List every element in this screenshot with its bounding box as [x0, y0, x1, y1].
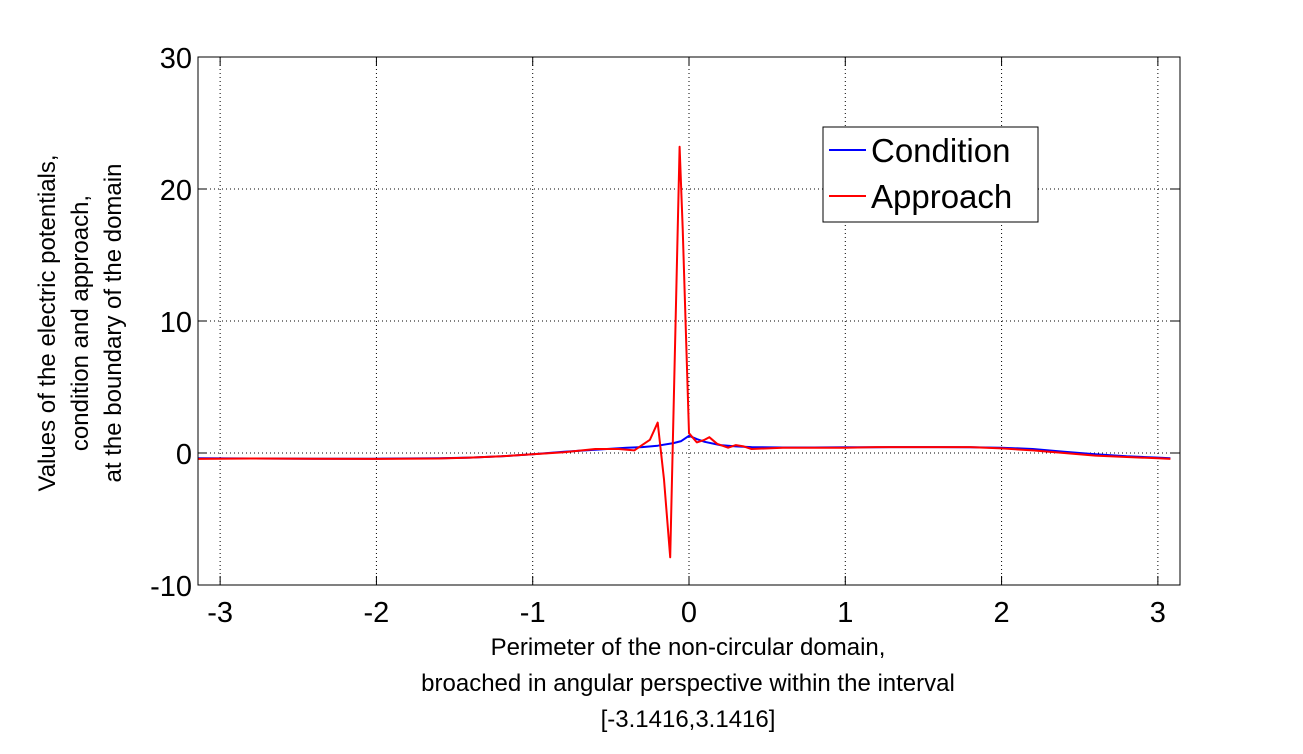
- x-tick-label: -2: [364, 597, 390, 629]
- legend-label-condition: Condition: [871, 132, 1010, 169]
- y-tick-label: 10: [160, 307, 192, 339]
- axis-ticks: [198, 56, 1180, 586]
- series-line-approach: [198, 145, 1171, 559]
- legend: Condition Approach: [822, 126, 1039, 223]
- x-axis-title-line-3: [-3.1416,3.1416]: [601, 706, 776, 733]
- legend-label-approach: Approach: [871, 178, 1012, 215]
- y-axis-title: Values of the electric potentials, condi…: [34, 154, 127, 491]
- y-axis-title-line-1: Values of the electric potentials,: [34, 154, 61, 491]
- x-tick-label: 0: [681, 597, 697, 629]
- y-tick-label: 20: [160, 175, 192, 207]
- y-axis-title-line-2: condition and approach,: [67, 195, 94, 451]
- y-axis-title-line-3: at the boundary of the domain: [100, 164, 127, 483]
- y-tick-label: 30: [160, 43, 192, 75]
- x-tick-label: 1: [837, 597, 853, 629]
- x-tick-label: -1: [520, 597, 546, 629]
- x-tick-label: -3: [207, 597, 233, 629]
- y-tick-label: 0: [176, 439, 192, 471]
- y-tick-label: -10: [150, 571, 192, 603]
- legend-box: [822, 126, 1039, 223]
- series-layer: [198, 145, 1171, 559]
- x-tick-label: 3: [1150, 597, 1166, 629]
- x-axis-title-line-2: broached in angular perspective within t…: [421, 670, 955, 697]
- x-tick-label: 2: [994, 597, 1010, 629]
- x-axis-title-line-1: Perimeter of the non-circular domain,: [491, 634, 886, 661]
